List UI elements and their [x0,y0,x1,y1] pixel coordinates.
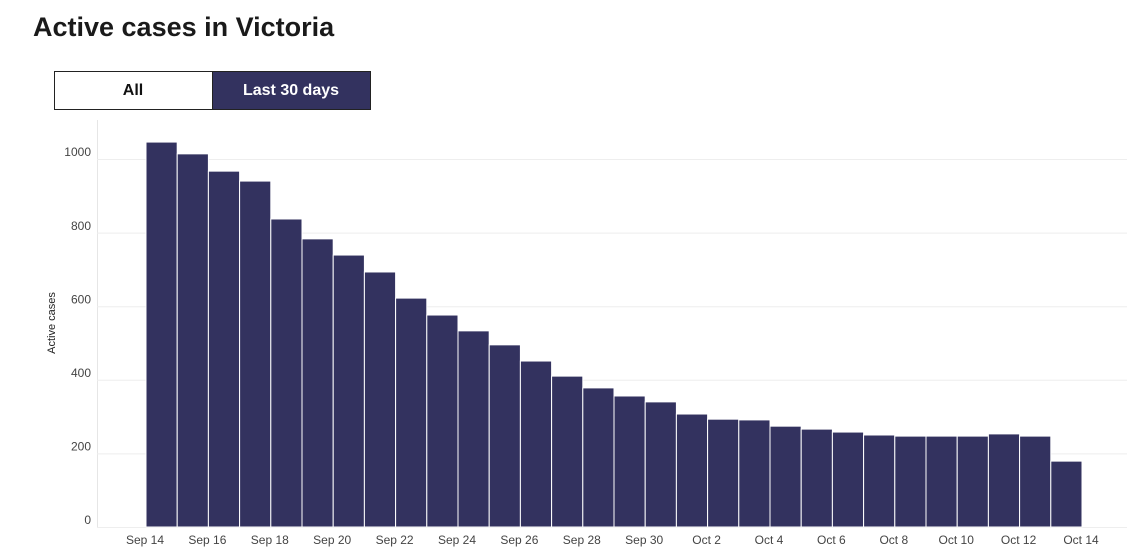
bar [769,425,802,528]
x-tick-label: Oct 10 [939,533,975,547]
x-tick-label: Oct 14 [1063,533,1099,547]
bar [1019,435,1052,528]
x-tick-label: Oct 8 [879,533,908,547]
bar [207,170,241,528]
x-tick-label: Sep 24 [438,533,476,547]
y-tick-label: 600 [71,292,91,306]
y-tick-label: 800 [71,219,91,233]
x-tick-label: Sep 18 [251,533,289,547]
x-tick-label: Sep 14 [126,533,164,547]
y-tick-label: 1000 [64,145,91,159]
x-tick-label: Sep 26 [500,533,538,547]
button-all[interactable] [54,71,213,110]
bar [301,238,334,528]
y-tick-label: 0 [84,513,91,527]
bar [519,360,553,528]
bar [831,431,865,528]
x-tick-label: Sep 16 [188,533,226,547]
bar [551,375,584,528]
x-tick-label: Sep 30 [625,533,663,547]
bar [925,435,958,528]
bar [863,434,896,528]
bar [426,314,459,528]
bar [239,180,272,528]
x-tick-label: Oct 2 [692,533,721,547]
bar [145,141,178,528]
bar [956,435,989,528]
x-tick-label: Oct 12 [1001,533,1037,547]
bar [488,344,521,528]
bar [675,413,709,528]
x-tick-label: Oct 6 [817,533,846,547]
bar [395,297,428,528]
y-tick-label: 400 [71,366,91,380]
x-tick-label: Oct 4 [755,533,784,547]
bar [1050,460,1083,528]
x-tick-label: Sep 20 [313,533,351,547]
bar [176,153,209,528]
button-label[interactable]: Last 30 days [243,82,339,99]
bar [800,428,833,528]
x-tick-label: Sep 22 [376,533,414,547]
bar [332,254,365,528]
x-tick-label: Sep 28 [563,533,601,547]
y-tick-label: 200 [71,440,91,454]
y-axis-label: Active cases [46,292,58,354]
bar [987,433,1021,528]
bar [457,330,490,528]
bar [613,395,646,528]
bar [738,419,771,528]
button-label[interactable]: All [123,82,143,99]
bar [270,218,303,528]
bar [363,271,397,528]
bar [894,435,927,528]
chart-title: Active cases in Victoria [33,12,335,42]
bar [582,387,615,528]
bar [707,418,740,528]
bar [644,401,677,528]
button-last-30[interactable] [212,71,371,110]
